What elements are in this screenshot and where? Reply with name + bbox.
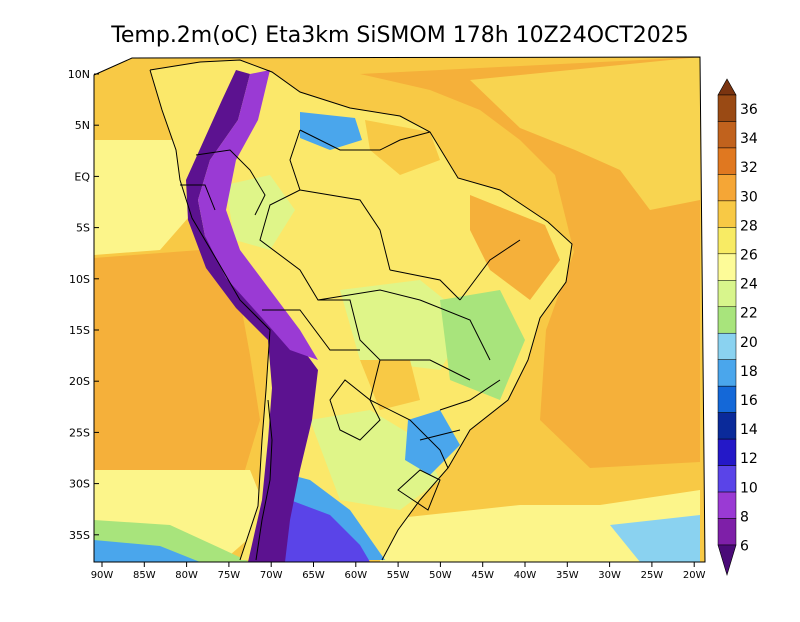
colorbar-label: 36 [740, 102, 758, 118]
lon-tick-label: 90W [91, 570, 114, 581]
lon-tick-label: 80W [175, 570, 198, 581]
border-peru-bolivia [262, 309, 360, 351]
lat-tick-label: 5N [75, 119, 90, 132]
colorbar-label: 30 [740, 189, 758, 205]
lon-tick-label: 65W [302, 570, 325, 581]
lon-tick-label: 75W [218, 570, 241, 581]
colorbar-label: 22 [740, 306, 758, 322]
lon-tick-label: 85W [133, 570, 156, 581]
colorbar-swatch [717, 253, 737, 281]
land-warm-northeast [470, 195, 560, 300]
colorbar-swatch [717, 94, 737, 122]
colorbar-swatch [717, 280, 737, 308]
lat-tick-label: 35S [69, 529, 90, 542]
temperature-field [94, 57, 705, 562]
ocean-cool-southeast [380, 490, 700, 562]
colorbar-swatch [717, 227, 737, 255]
lat-tick-label: 10N [68, 68, 90, 81]
colorbar-label: 18 [740, 364, 758, 380]
lon-tick-label: 45W [471, 570, 494, 581]
plot-frame [93, 56, 706, 563]
colorbar-swatch [717, 332, 737, 360]
border-uruguay [397, 469, 441, 511]
colorbar-label: 26 [740, 248, 758, 264]
lon-tick-label: 35W [556, 570, 579, 581]
land-warm-north [365, 120, 440, 175]
colorbar-label: 6 [740, 539, 749, 555]
colorbar-swatch [717, 359, 737, 387]
colorbar-label: 20 [740, 335, 758, 351]
colorbar-swatch [717, 174, 737, 202]
colorbar-swatch [717, 465, 737, 493]
lon-tick-label: 40W [514, 570, 537, 581]
ocean-pale-west [94, 140, 195, 255]
ocean-cold-southwest-inner [94, 540, 200, 562]
lat-tick-label: 20S [69, 375, 90, 388]
land-cool-patch-center [340, 280, 470, 370]
lat-tick-label: 10S [69, 273, 90, 286]
colorbar-swatch [717, 147, 737, 175]
lon-tick-label: 55W [387, 570, 410, 581]
lon-tick-label: 30W [598, 570, 621, 581]
colorbar-label: 28 [740, 218, 758, 234]
lon-tick-label: 70W [260, 570, 283, 581]
land-cool-patch-north [225, 175, 295, 250]
lon-tick-group: 90W 85W 80W 75W 70W 65W 60W 55W 50W 45W 40W 35W 30W 2… [91, 562, 706, 581]
lon-tick-label: 50W [429, 570, 452, 581]
ocean-warm-west [94, 250, 260, 470]
political-borders [149, 59, 573, 561]
colorbar-bottom-arrow [717, 544, 737, 577]
ocean-cold-southeast [610, 515, 700, 562]
andes-warm-shoulder [198, 70, 318, 360]
land-warm-pantanal [360, 360, 420, 410]
colorbar-label: 32 [740, 160, 758, 176]
colorbar-swatch [717, 121, 737, 149]
colorbar-swatch [717, 306, 737, 334]
lon-tick-label: 60W [344, 570, 367, 581]
border-brazil-north [299, 129, 431, 151]
map-title: Temp.2m(oC) Eta3km SiSMOM 178h 10Z24OCT2… [110, 23, 689, 48]
continent-outline [149, 59, 573, 561]
colorbar-swatch [717, 385, 737, 413]
lat-tick-label: 5S [76, 222, 90, 235]
border-colombia [195, 149, 266, 216]
colorbar: 36 34 32 30 28 26 24 22 20 18 16 14 12 10 8 6 [717, 78, 758, 577]
colorbar-label: 14 [740, 422, 758, 438]
ocean-pale-east [470, 57, 700, 210]
lat-tick-group: 10N 5N EQ 5S 10S 15S 20S 25S 30S 35S [68, 68, 99, 542]
colorbar-label: 12 [740, 451, 758, 467]
border-paraguay [329, 379, 381, 441]
lat-tick-label: 15S [69, 324, 90, 337]
colorbar-label: 10 [740, 480, 758, 496]
border-argentina-chile [255, 399, 273, 561]
colorbar-label: 16 [740, 393, 758, 409]
lon-tick-label: 25W [641, 570, 664, 581]
border-brazil-west [259, 129, 449, 469]
colorbar-swatch [717, 200, 737, 228]
colorbar-swatch [717, 518, 737, 546]
colorbar-label: 8 [740, 509, 749, 525]
andes-cold-ridge [186, 70, 318, 562]
colorbar-label: 34 [740, 131, 758, 147]
lat-tick-label: EQ [74, 170, 90, 183]
land-cold-patagonia-core [280, 500, 370, 562]
lat-tick-label: 25S [69, 426, 90, 439]
border-brazil-states [299, 189, 521, 441]
colorbar-label: 24 [740, 277, 758, 293]
border-ecuador [180, 184, 216, 211]
lat-tick-label: 30S [69, 478, 90, 491]
colorbar-swatch [717, 491, 737, 519]
colorbar-swatch [717, 438, 737, 466]
land-blue-venezuela [300, 112, 362, 150]
lon-tick-label: 20W [683, 570, 706, 581]
colorbar-swatch [717, 412, 737, 440]
